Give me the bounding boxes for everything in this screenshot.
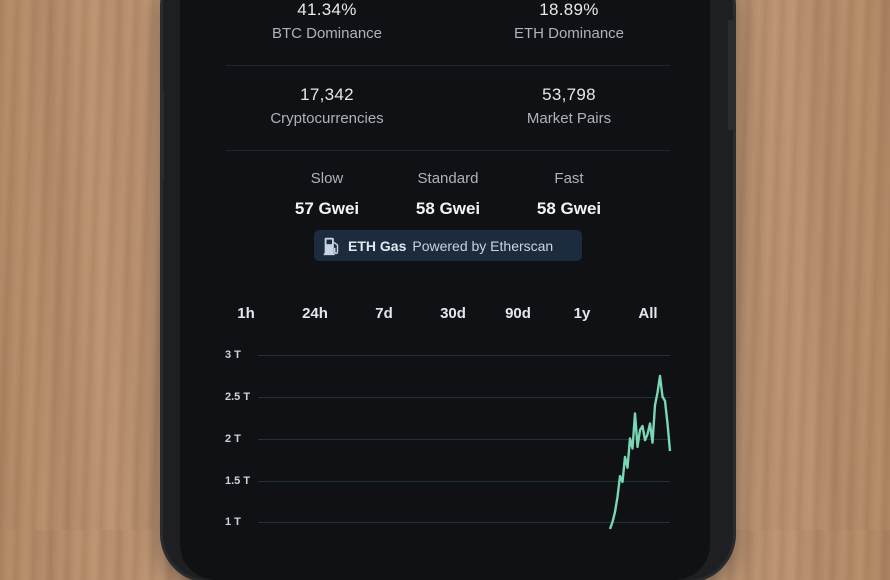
gridline [258,439,670,440]
tab-30d[interactable]: 30d [440,305,466,322]
y-tick-label: 1 T [225,516,241,528]
gas-pump-icon [323,237,339,255]
gas-label: Standard [417,170,479,187]
stat-value: 18.89% [539,0,599,19]
divider [226,150,670,151]
stat-label: ETH Dominance [513,25,625,42]
tab-90d[interactable]: 90d [505,305,531,322]
tab-7d[interactable]: 7d [375,305,393,322]
y-tick-label: 1.5 T [225,475,251,487]
eth-dominance-stat: 18.89% ETH Dominance [469,0,669,42]
stat-label: Market Pairs [526,110,612,127]
stat-label: Cryptocurrencies [270,110,384,127]
stat-value: 17,342 [300,85,354,104]
tab-all[interactable]: All [638,305,658,322]
y-tick-label: 2.5 T [225,391,251,403]
gas-slow: Slow 57 Gwei [277,170,377,219]
tab-1h[interactable]: 1h [237,305,255,322]
gas-value: 57 Gwei [294,199,360,218]
y-tick-label: 2 T [225,433,241,445]
y-tick-label: 3 T [225,349,241,361]
chart-series-line [608,374,672,530]
gas-label: Slow [310,170,344,187]
gridline [258,355,670,356]
tab-24h[interactable]: 24h [302,305,328,322]
market-pairs-stat: 53,798 Market Pairs [469,85,669,127]
phone-side-button [160,90,164,180]
divider [226,65,670,66]
eth-gas-badge[interactable]: ETH Gas Powered by Etherscan [314,230,582,261]
gridline [258,522,670,523]
cryptocurrencies-stat: 17,342 Cryptocurrencies [227,85,427,127]
phone-screen [180,0,710,580]
gridline [258,397,670,398]
stat-label: BTC Dominance [271,25,383,42]
phone-side-button [728,20,733,130]
badge-title: ETH Gas [348,237,407,254]
time-range-tabs: 1h 24h 7d 30d 90d 1y All [0,305,890,325]
btc-dominance-stat: 41.34% BTC Dominance [227,0,427,42]
gas-label: Fast [554,170,584,187]
stat-value: 53,798 [542,85,596,104]
chart-svg [608,374,672,530]
badge-subtitle: Powered by Etherscan [412,237,554,254]
gas-value: 58 Gwei [415,199,481,218]
gas-value: 58 Gwei [536,199,602,218]
gridline [258,481,670,482]
stat-value: 41.34% [297,0,357,19]
gas-fast: Fast 58 Gwei [519,170,619,219]
tab-1y[interactable]: 1y [573,305,591,322]
gas-standard: Standard 58 Gwei [398,170,498,219]
